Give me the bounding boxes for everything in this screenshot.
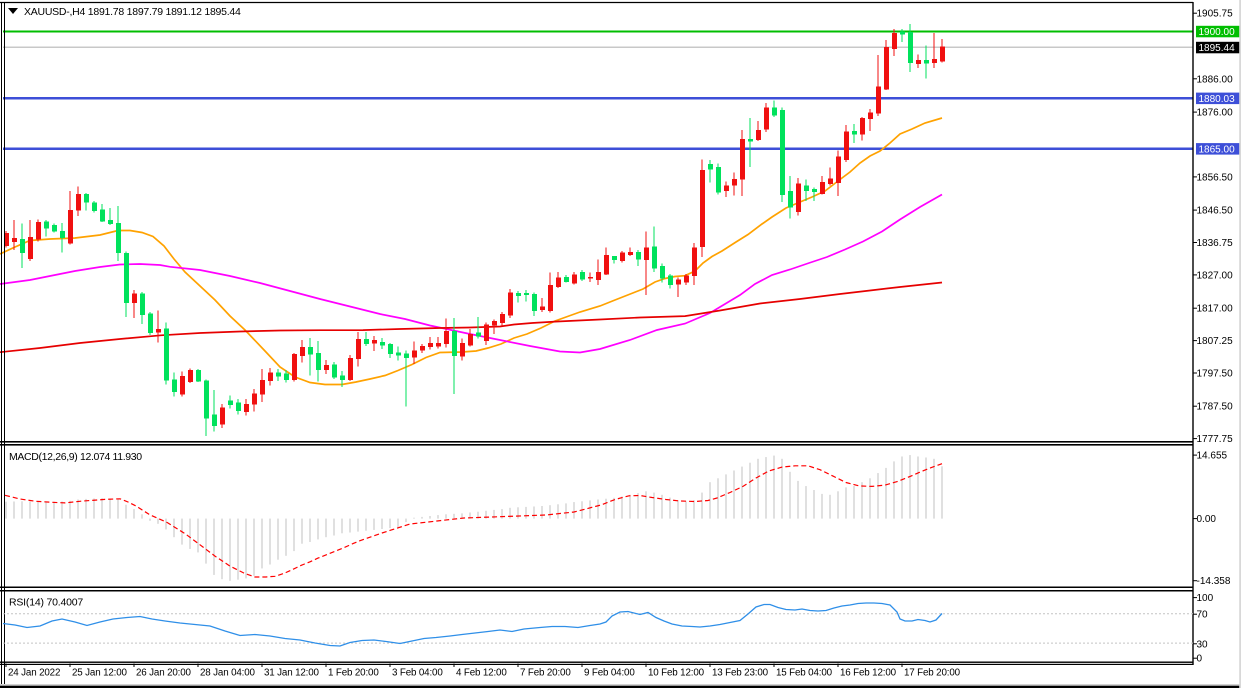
svg-text:1797.50: 1797.50 xyxy=(1197,369,1234,380)
svg-text:31 Jan 12:00: 31 Jan 12:00 xyxy=(264,668,320,679)
svg-text:13 Feb 23:00: 13 Feb 23:00 xyxy=(712,668,769,679)
svg-text:15 Feb 04:00: 15 Feb 04:00 xyxy=(776,668,833,679)
svg-text:1 Feb 20:00: 1 Feb 20:00 xyxy=(328,668,379,679)
svg-text:24 Jan 2022: 24 Jan 2022 xyxy=(8,668,60,679)
svg-text:1817.00: 1817.00 xyxy=(1197,304,1234,315)
svg-text:26 Jan 20:00: 26 Jan 20:00 xyxy=(136,668,192,679)
svg-text:14.655: 14.655 xyxy=(1197,451,1228,462)
svg-text:70: 70 xyxy=(1197,610,1209,621)
svg-text:XAUUSD-,H4 1891.78 1897.79 18: XAUUSD-,H4 1891.78 1897.79 1891.12 1895.… xyxy=(24,6,241,18)
svg-text:1777.75: 1777.75 xyxy=(1197,434,1234,445)
svg-text:1886.00: 1886.00 xyxy=(1197,74,1234,85)
svg-text:1827.00: 1827.00 xyxy=(1197,270,1234,281)
svg-text:3 Feb 04:00: 3 Feb 04:00 xyxy=(392,668,443,679)
svg-text:0.00: 0.00 xyxy=(1197,514,1217,525)
svg-text:7 Feb 20:00: 7 Feb 20:00 xyxy=(520,668,571,679)
svg-text:25 Jan 12:00: 25 Jan 12:00 xyxy=(72,668,128,679)
svg-text:1876.00: 1876.00 xyxy=(1197,108,1234,119)
svg-text:9 Feb 04:00: 9 Feb 04:00 xyxy=(584,668,635,679)
svg-text:30: 30 xyxy=(1197,639,1209,650)
svg-text:4 Feb 12:00: 4 Feb 12:00 xyxy=(456,668,507,679)
svg-text:RSI(14) 70.4007: RSI(14) 70.4007 xyxy=(9,597,83,609)
svg-text:1787.50: 1787.50 xyxy=(1197,402,1234,413)
svg-text:10 Feb 12:00: 10 Feb 12:00 xyxy=(648,668,705,679)
svg-text:-14.358: -14.358 xyxy=(1197,576,1231,587)
svg-text:1900.00: 1900.00 xyxy=(1199,27,1236,38)
svg-text:1836.75: 1836.75 xyxy=(1197,238,1234,249)
svg-text:1807.25: 1807.25 xyxy=(1197,336,1234,347)
svg-text:0: 0 xyxy=(1197,654,1203,665)
svg-text:1856.50: 1856.50 xyxy=(1197,172,1234,183)
svg-text:1865.00: 1865.00 xyxy=(1199,144,1236,155)
svg-text:1880.03: 1880.03 xyxy=(1199,94,1236,105)
svg-text:100: 100 xyxy=(1197,593,1214,604)
svg-text:1905.75: 1905.75 xyxy=(1197,9,1234,20)
svg-text:17 Feb 20:00: 17 Feb 20:00 xyxy=(904,668,961,679)
svg-text:1846.50: 1846.50 xyxy=(1197,206,1234,217)
svg-text:16 Feb 12:00: 16 Feb 12:00 xyxy=(840,668,897,679)
svg-text:1895.44: 1895.44 xyxy=(1199,43,1236,54)
svg-text:28 Jan 04:00: 28 Jan 04:00 xyxy=(200,668,256,679)
svg-text:MACD(12,26,9) 12.074 11.930: MACD(12,26,9) 12.074 11.930 xyxy=(9,451,142,463)
